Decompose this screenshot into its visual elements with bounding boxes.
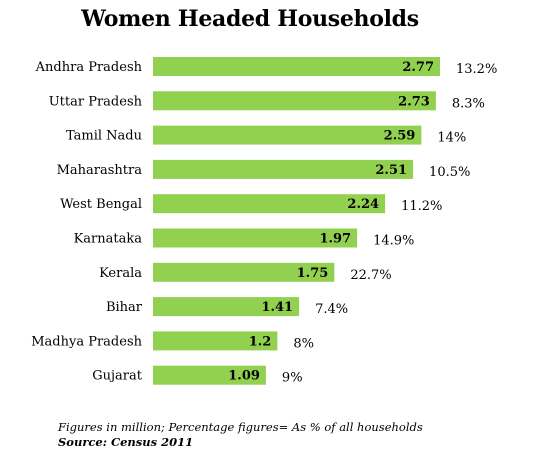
- value-label: 2.24: [347, 197, 379, 212]
- value-label: 2.77: [402, 60, 434, 75]
- chart-title: Women Headed Households: [81, 6, 419, 32]
- category-label: West Bengal: [60, 197, 142, 212]
- bar-madhya-pradesh: [153, 331, 278, 351]
- value-label: 1.75: [297, 266, 329, 281]
- percentage-label: 13.2%: [456, 62, 497, 77]
- percentage-label: 14%: [437, 131, 466, 146]
- value-label: 2.73: [398, 94, 430, 109]
- bars-layer: Andhra Pradesh 2.77 13.2% Uttar Pradesh 2.73…: [31, 57, 497, 386]
- value-label: 1.2: [249, 334, 272, 349]
- bar-kerala: [153, 262, 335, 282]
- bar-karnataka: [153, 228, 358, 248]
- category-label: Andhra Pradesh: [35, 60, 143, 75]
- footnote-source: Source: Census 2011: [58, 435, 194, 449]
- bar-tamil-nadu: [153, 125, 422, 145]
- category-label: Maharashtra: [57, 163, 143, 178]
- percentage-label: 8.3%: [452, 96, 485, 111]
- value-label: 2.59: [384, 129, 416, 144]
- category-label: Karnataka: [74, 232, 143, 247]
- bar-uttar-pradesh: [153, 91, 436, 111]
- category-label: Uttar Pradesh: [49, 94, 143, 109]
- bar-west-bengal: [153, 194, 386, 214]
- footnote: Figures in million; Percentage figures= …: [58, 420, 423, 450]
- category-label: Kerala: [99, 266, 142, 281]
- percentage-label: 7.4%: [315, 302, 348, 317]
- percentage-label: 8%: [293, 336, 314, 351]
- value-label: 2.51: [375, 163, 407, 178]
- category-label: Tamil Nadu: [66, 129, 142, 144]
- percentage-label: 10.5%: [429, 165, 470, 180]
- bar-gujarat: [153, 365, 266, 385]
- percentage-label: 22.7%: [350, 268, 391, 283]
- bar-andhra-pradesh: [153, 57, 440, 76]
- category-label: Madhya Pradesh: [31, 334, 142, 349]
- category-label: Bihar: [106, 300, 143, 315]
- percentage-label: 11.2%: [401, 199, 442, 214]
- bar-bihar: [153, 297, 300, 317]
- value-label: 1.09: [228, 369, 260, 384]
- value-label: 1.97: [319, 232, 351, 247]
- percentage-label: 9%: [282, 371, 303, 386]
- bar-maharashtra: [153, 159, 414, 179]
- percentage-label: 14.9%: [373, 234, 414, 249]
- category-label: Gujarat: [92, 369, 143, 384]
- footnote-note: Figures in million; Percentage figures= …: [58, 420, 423, 434]
- value-label: 1.41: [261, 300, 293, 315]
